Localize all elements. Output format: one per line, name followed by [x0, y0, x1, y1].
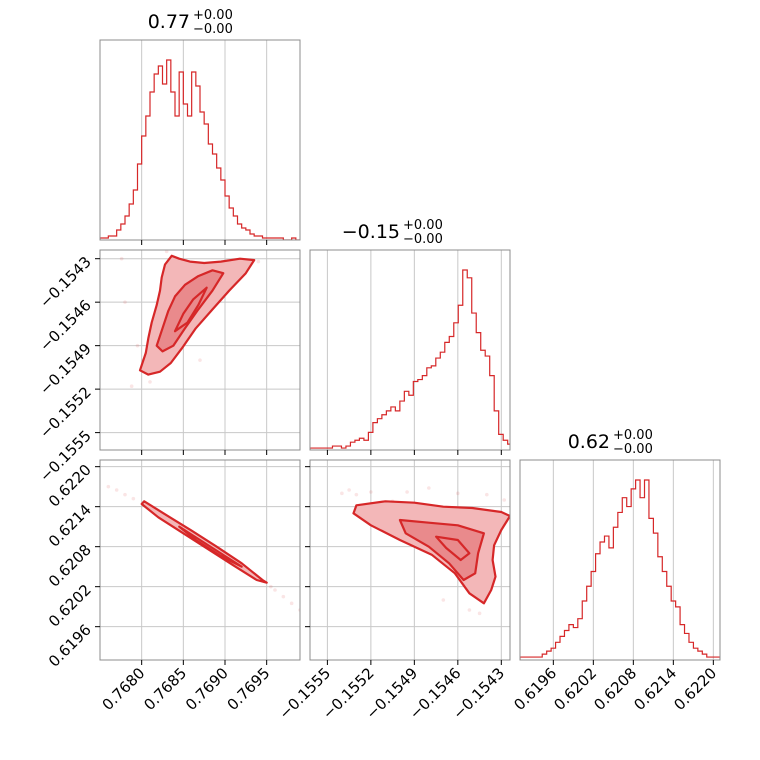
contour-2-2: [435, 535, 471, 562]
hist-frame-1: [309, 249, 511, 451]
scatter-point-0-12: [123, 300, 127, 304]
scatter-point-1-0: [106, 484, 111, 489]
param-title-2: 0.62: [568, 431, 610, 453]
scatter-point-2-12: [405, 490, 409, 494]
scatter-point-0-0: [129, 384, 134, 389]
xtick-label-2-0: 0.6196: [510, 664, 560, 714]
contour-2-1: [398, 518, 485, 582]
xtick-label-2-2: 0.6208: [590, 664, 640, 714]
pair-content-2: [340, 486, 510, 616]
scatter-point-2-0: [347, 488, 351, 492]
scatter-point-0-9: [164, 250, 169, 254]
scatter-point-2-6: [485, 492, 489, 497]
scatter-point-0-10: [148, 380, 152, 384]
scatter-point-0-13: [119, 256, 124, 261]
scatter-point-2-8: [467, 608, 472, 612]
xtick-label-0-3: 0.7695: [224, 664, 274, 714]
hist-frame-0: [99, 39, 301, 241]
param-title-plus-1: +0.00: [403, 218, 443, 233]
ytick-label-2-3: 0.6214: [45, 501, 95, 551]
scatter-point-2-7: [502, 498, 507, 502]
scatter-point-1-2: [123, 492, 127, 497]
pair-frame-2: [309, 459, 511, 661]
hist-panel-1: −0.15 +0.00−0.00: [309, 218, 511, 455]
scatter-point-2-1: [340, 491, 344, 496]
pair-panel-0-2: [95, 459, 301, 665]
histogram-0: [100, 59, 300, 240]
histogram-2: [520, 479, 720, 660]
hist-panel-0: 0.77 +0.00−0.00: [99, 8, 301, 245]
xtick-label-0-0: 0.7680: [99, 664, 149, 714]
scatter-point-0-11: [135, 343, 140, 348]
scatter-point-2-9: [477, 611, 482, 616]
hist-panel-2: 0.62 +0.00−0.00: [519, 428, 721, 665]
contour-0-2: [173, 286, 208, 333]
pair-panel-0-1: [95, 249, 301, 455]
param-title-minus-0: −0.00: [193, 22, 233, 37]
scatter-point-1-6: [289, 601, 294, 606]
histogram-1: [310, 269, 510, 450]
contour-0-1: [155, 269, 225, 353]
scatter-point-2-3: [369, 490, 373, 494]
pair-content-0: [119, 250, 261, 389]
scatter-point-1-3: [131, 496, 136, 501]
pair-frame-1: [99, 459, 301, 661]
scatter-point-1-5: [281, 594, 286, 599]
scatter-point-2-4: [427, 486, 431, 490]
contour-0-0: [138, 254, 256, 376]
ytick-label-2-0: 0.6196: [45, 621, 95, 671]
xtick-label-2-4: 0.6220: [670, 664, 720, 714]
scatter-point-2-2: [354, 492, 359, 497]
pair-frame-0: [99, 249, 301, 451]
param-title-minus-1: −0.00: [403, 232, 443, 247]
ytick-label-2-1: 0.6202: [45, 581, 95, 631]
scatter-point-2-10: [441, 598, 446, 602]
scatter-point-1-1: [114, 488, 119, 492]
scatter-point-1-4: [273, 588, 277, 592]
ytick-label-2-2: 0.6208: [45, 541, 95, 591]
hist-frame-2: [519, 459, 721, 661]
param-title-0: 0.77: [148, 11, 190, 33]
scatter-point-1-9: [269, 584, 273, 589]
param-title-plus-0: +0.00: [193, 8, 233, 23]
xtick-label-0-1: 0.7685: [140, 664, 190, 714]
contour-1-1: [178, 525, 243, 568]
scatter-point-0-14: [198, 358, 202, 362]
contour-2-0: [352, 500, 510, 605]
scatter-point-2-5: [456, 491, 460, 496]
scatter-point-0-8: [256, 259, 261, 264]
pair-content-1: [106, 484, 300, 612]
param-title-plus-2: +0.00: [613, 428, 653, 443]
param-title-1: −0.15: [342, 221, 400, 243]
xtick-label-0-2: 0.7690: [182, 664, 232, 714]
xtick-label-2-3: 0.6214: [630, 664, 680, 714]
xtick-label-2-1: 0.6202: [550, 664, 600, 714]
param-title-minus-2: −0.00: [613, 442, 653, 457]
pair-panel-1-2: [305, 459, 511, 665]
